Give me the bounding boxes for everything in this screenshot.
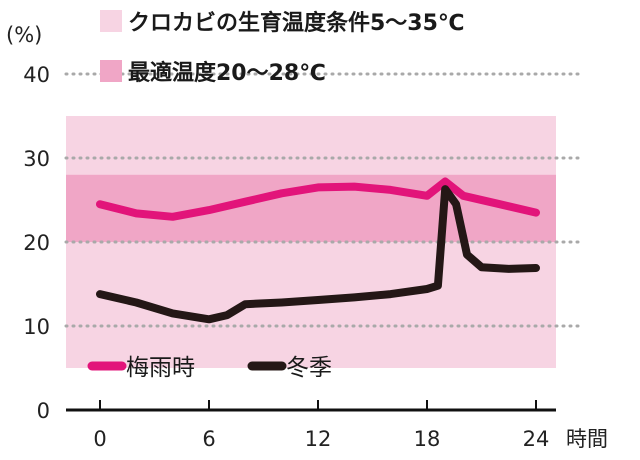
y-axis-unit-label: (%) xyxy=(6,23,42,47)
y-tick-label-20: 20 xyxy=(23,231,50,255)
y-axis-ticks: 0 10 20 30 40 xyxy=(23,63,50,423)
y-tick-label-40: 40 xyxy=(23,63,50,87)
band-legend-label-optimal: 最適温度20〜28℃ xyxy=(128,60,326,86)
series-lines xyxy=(96,177,540,324)
series-legend-label-rainy: 梅雨時 xyxy=(126,355,195,381)
x-axis-unit-label: 時間 xyxy=(566,427,608,451)
y-tick-label-30: 30 xyxy=(23,147,50,171)
series-line-0 xyxy=(96,177,540,221)
series-line-1 xyxy=(96,185,540,324)
band-legend-swatch-growth xyxy=(100,10,122,32)
gridlines xyxy=(64,72,582,328)
series-legend: 梅雨時 冬季 xyxy=(87,355,332,381)
x-tick-label-0: 0 xyxy=(93,427,106,451)
x-tick-label-18: 18 xyxy=(414,427,441,451)
band-legend: クロカビの生育温度条件5〜35℃ 最適温度20〜28℃ xyxy=(100,10,465,86)
series-legend-label-winter: 冬季 xyxy=(286,355,332,381)
y-tick-label-10: 10 xyxy=(23,315,50,339)
band-legend-label-growth: クロカビの生育温度条件5〜35℃ xyxy=(128,10,465,36)
y-tick-label-0: 0 xyxy=(37,399,50,423)
band-legend-swatch-optimal xyxy=(100,60,122,82)
x-tick-label-12: 12 xyxy=(305,427,332,451)
x-axis-ticks: 0 6 12 18 24 xyxy=(93,400,549,451)
x-tick-label-6: 6 xyxy=(202,427,215,451)
x-tick-label-24: 24 xyxy=(523,427,550,451)
